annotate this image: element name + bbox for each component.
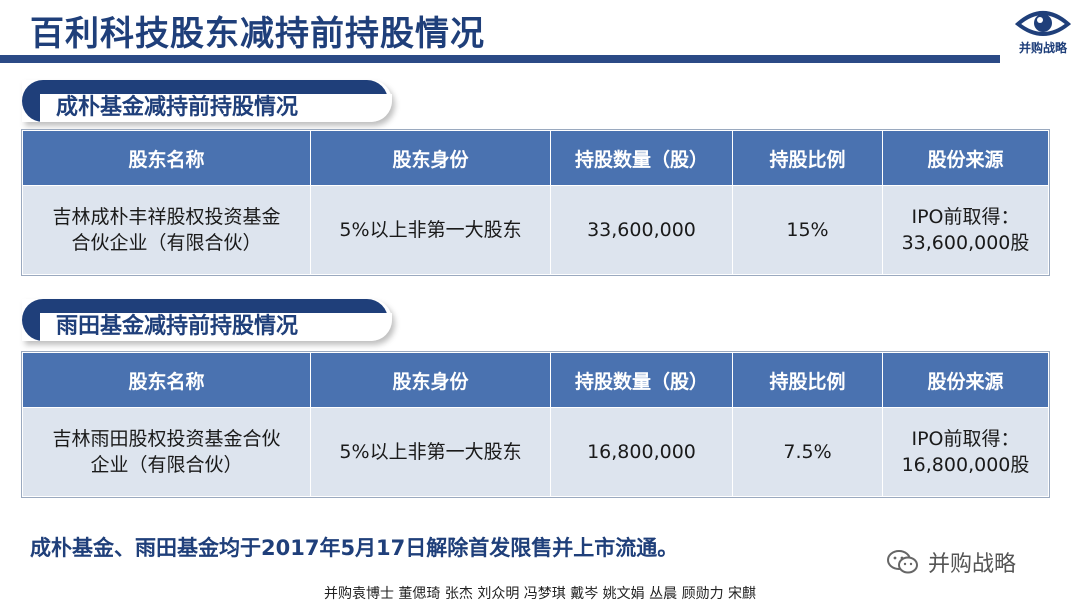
shareholder-identity: 5%以上非第一大股东	[310, 407, 551, 497]
watermark: 并购战略	[886, 546, 1016, 578]
share-source: 16,800,000股	[901, 454, 1030, 476]
shareholder-name: 企业（有限合伙）	[90, 454, 243, 476]
share-source-cell: IPO前取得： 16,800,000股	[882, 407, 1049, 497]
section-header-yutian: 雨田基金减持前持股情况	[22, 299, 392, 341]
column-header: 股东名称	[22, 130, 311, 186]
share-ratio: 15%	[732, 185, 883, 275]
column-header: 持股比例	[732, 130, 883, 186]
footer-note: 成朴基金、雨田基金均于2017年5月17日解除首发限售并上市流通。	[30, 536, 679, 560]
shareholder-name: 吉林雨田股权投资基金合伙	[52, 428, 281, 450]
brand-logo: 并购战略	[1012, 8, 1074, 62]
section-header-chengpu: 成朴基金减持前持股情况	[22, 80, 392, 122]
title-underline	[0, 55, 1000, 63]
shareholder-identity: 5%以上非第一大股东	[310, 185, 551, 275]
share-source: IPO前取得：	[911, 428, 1020, 450]
table-row: 吉林成朴丰祥股权投资基金 合伙企业（有限合伙） 5%以上非第一大股东 33,60…	[22, 185, 1049, 275]
column-header: 股东名称	[22, 352, 311, 408]
share-source: 33,600,000股	[901, 232, 1030, 254]
watermark-text: 并购战略	[928, 552, 1017, 577]
shareholder-name: 吉林成朴丰祥股权投资基金	[52, 206, 281, 228]
table-header-row: 股东名称 股东身份 持股数量（股） 持股比例 股份来源	[22, 352, 1049, 408]
share-source: IPO前取得：	[911, 206, 1020, 228]
share-ratio: 7.5%	[732, 407, 883, 497]
shareholder-name-cell: 吉林雨田股权投资基金合伙 企业（有限合伙）	[22, 407, 311, 497]
column-header: 持股数量（股）	[550, 352, 733, 408]
wechat-icon	[887, 550, 918, 574]
shareholder-name-cell: 吉林成朴丰祥股权投资基金 合伙企业（有限合伙）	[22, 185, 311, 275]
share-count: 33,600,000	[550, 185, 733, 275]
holdings-table-chengpu: 股东名称 股东身份 持股数量（股） 持股比例 股份来源 吉林成朴丰祥股权投资基金…	[21, 129, 1050, 276]
share-source-cell: IPO前取得： 33,600,000股	[882, 185, 1049, 275]
logo-text: 并购战略	[1018, 41, 1067, 55]
table-header-row: 股东名称 股东身份 持股数量（股） 持股比例 股份来源	[22, 130, 1049, 186]
column-header: 持股数量（股）	[550, 130, 733, 186]
eye-icon	[1015, 11, 1071, 36]
shareholder-name: 合伙企业（有限合伙）	[71, 232, 262, 254]
share-count: 16,800,000	[550, 407, 733, 497]
column-header: 股份来源	[882, 352, 1049, 408]
column-header: 股东身份	[310, 130, 551, 186]
column-header: 股东身份	[310, 352, 551, 408]
table-row: 吉林雨田股权投资基金合伙 企业（有限合伙） 5%以上非第一大股东 16,800,…	[22, 407, 1049, 497]
credits-line: 并购袁博士 董偲琦 张杰 刘众明 冯梦琪 戴岑 姚文娟 丛晨 顾勋力 宋麒	[323, 586, 757, 602]
column-header: 持股比例	[732, 352, 883, 408]
page-title: 百利科技股东减持前持股情况	[30, 14, 485, 54]
section-title: 雨田基金减持前持股情况	[56, 314, 299, 339]
column-header: 股份来源	[882, 130, 1049, 186]
section-title: 成朴基金减持前持股情况	[56, 95, 299, 120]
holdings-table-yutian: 股东名称 股东身份 持股数量（股） 持股比例 股份来源 吉林雨田股权投资基金合伙…	[21, 351, 1050, 498]
